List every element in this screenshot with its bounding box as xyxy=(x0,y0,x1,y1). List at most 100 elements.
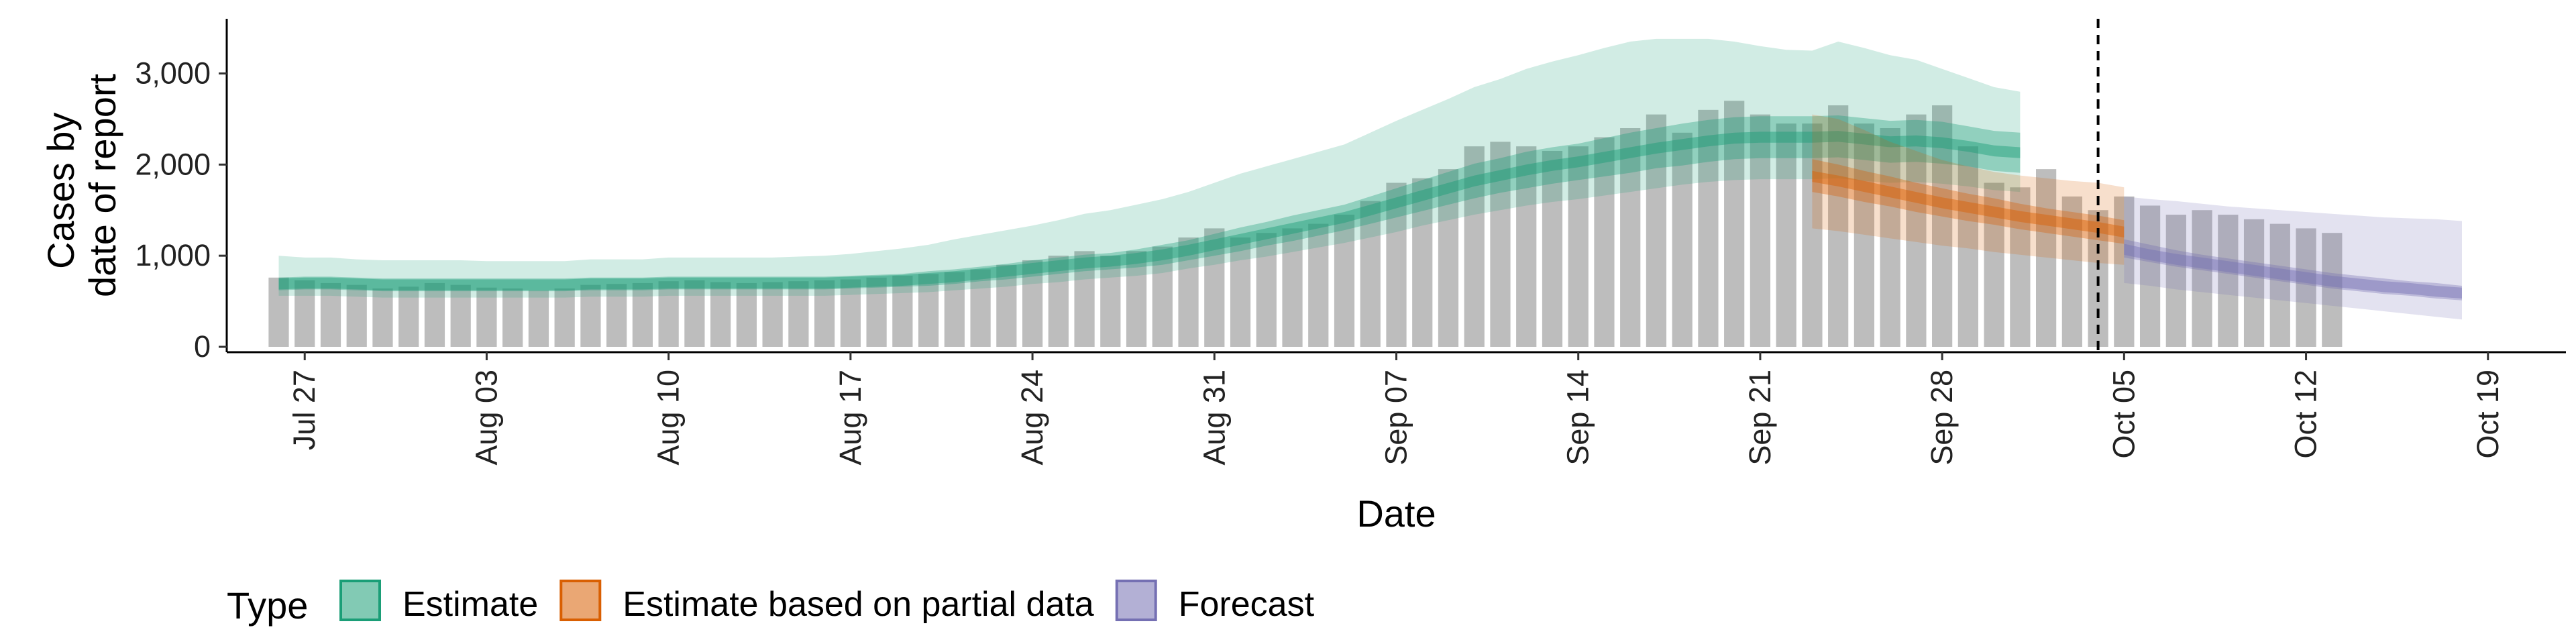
bar xyxy=(2192,210,2212,347)
bar xyxy=(502,288,523,347)
x-tick-label: Sep 21 xyxy=(1743,370,1777,466)
bar xyxy=(658,281,679,347)
bar xyxy=(840,279,861,347)
bar xyxy=(320,282,341,347)
bar xyxy=(2269,223,2290,347)
bar xyxy=(2061,196,2082,347)
bar xyxy=(1984,182,2004,347)
x-tick-label: Sep 28 xyxy=(1925,370,1959,466)
legend-swatch xyxy=(339,580,381,621)
bar xyxy=(2218,215,2239,347)
legend-label: Estimate based on partial data xyxy=(623,585,1094,624)
bar xyxy=(1412,178,1433,347)
bar xyxy=(2165,215,2186,347)
bar xyxy=(2139,205,2161,347)
estimate-band-50 xyxy=(278,115,2021,292)
bar xyxy=(710,282,731,347)
bar xyxy=(996,264,1017,347)
bar xyxy=(1256,233,1277,347)
bar xyxy=(1100,256,1121,347)
bar xyxy=(1516,146,1537,347)
x-tick-label: Sep 14 xyxy=(1561,370,1595,466)
bar xyxy=(1074,251,1095,347)
bar xyxy=(1802,123,1823,347)
bar xyxy=(814,280,835,347)
y-tick-label: 0 xyxy=(194,329,211,364)
forecast-band-median xyxy=(2124,244,2462,299)
y-ticks: 0 1,000 2,000 3,000 xyxy=(135,56,227,364)
bar xyxy=(1334,215,1355,347)
bar xyxy=(476,287,497,347)
bar xyxy=(1464,146,1485,347)
bar xyxy=(1932,105,1953,347)
bar xyxy=(1646,114,1667,347)
x-tick-label: Oct 05 xyxy=(2106,370,2141,459)
bar xyxy=(2296,228,2316,347)
bar xyxy=(1724,101,1745,347)
forecast-band-90 xyxy=(2124,196,2462,320)
bar xyxy=(1568,146,1589,347)
x-tick-label: Oct 19 xyxy=(2471,370,2505,459)
estimate-based-on-partial-data-band-median xyxy=(1812,170,2125,237)
bar xyxy=(450,284,471,347)
bar xyxy=(1880,128,1900,347)
bar xyxy=(1620,128,1641,347)
y-tick-label: 2,000 xyxy=(135,147,211,181)
legend-swatch xyxy=(1115,580,1157,621)
legend-swatch xyxy=(559,580,602,621)
x-tick-label: Aug 31 xyxy=(1197,370,1231,466)
legend: Type Estimate Estimate based on partial d… xyxy=(227,580,1315,627)
bar xyxy=(1542,150,1563,347)
estimate-series xyxy=(278,38,2021,298)
legend-item-forecast: Forecast xyxy=(1115,580,1315,624)
bar xyxy=(788,281,809,347)
bar xyxy=(1048,256,1069,347)
x-tick-label: Aug 24 xyxy=(1015,370,1049,466)
bar xyxy=(1126,251,1147,347)
x-tick-label: Aug 03 xyxy=(469,370,503,466)
bar xyxy=(762,282,783,347)
estimate-band-median xyxy=(278,131,2021,290)
x-tick-label: Jul 27 xyxy=(287,370,321,450)
bar xyxy=(1672,132,1693,347)
legend-label: Estimate xyxy=(402,585,538,624)
bar xyxy=(944,272,965,347)
bar xyxy=(398,286,419,347)
bar xyxy=(1698,109,1719,347)
bar xyxy=(1022,260,1043,347)
bar xyxy=(892,276,913,347)
estimate-band-90 xyxy=(278,38,2021,298)
x-tick-label: Sep 07 xyxy=(1379,370,1413,466)
bar xyxy=(2036,169,2057,347)
bar xyxy=(632,282,653,347)
y-axis-title: Cases by date of report xyxy=(40,74,123,298)
x-tick-label: Oct 12 xyxy=(2289,370,2323,459)
x-tick-label: Aug 17 xyxy=(833,370,867,466)
bar xyxy=(970,269,991,347)
bars xyxy=(268,101,2343,347)
bar xyxy=(580,284,601,347)
bar xyxy=(1490,142,1511,347)
y-tick-label: 1,000 xyxy=(135,238,211,272)
estimate-based-on-partial-data-band-90 xyxy=(1812,114,2125,265)
legend-item-estimate-based-on-partial-data: Estimate based on partial data xyxy=(559,580,1094,624)
forecast-series xyxy=(2124,196,2462,320)
bar xyxy=(554,288,575,347)
bar xyxy=(1906,114,1927,347)
legend-item-estimate: Estimate xyxy=(339,580,538,624)
bar xyxy=(2114,196,2135,347)
axes: 0 1,000 2,000 3,000 Jul 27 Aug 03 Aug 10 Aug 1… xyxy=(135,19,2566,466)
legend-title: Type xyxy=(227,584,308,627)
bar xyxy=(2322,233,2343,347)
bar xyxy=(1308,223,1329,347)
plot-area xyxy=(268,19,2462,352)
bar xyxy=(1204,228,1225,347)
bar xyxy=(1776,123,1796,347)
bar xyxy=(1594,137,1615,347)
bar xyxy=(1152,246,1173,347)
forecast-band-50 xyxy=(2124,239,2462,301)
bar xyxy=(1282,228,1303,347)
bar xyxy=(2243,219,2265,347)
x-axis-title: Date xyxy=(1356,492,1436,535)
